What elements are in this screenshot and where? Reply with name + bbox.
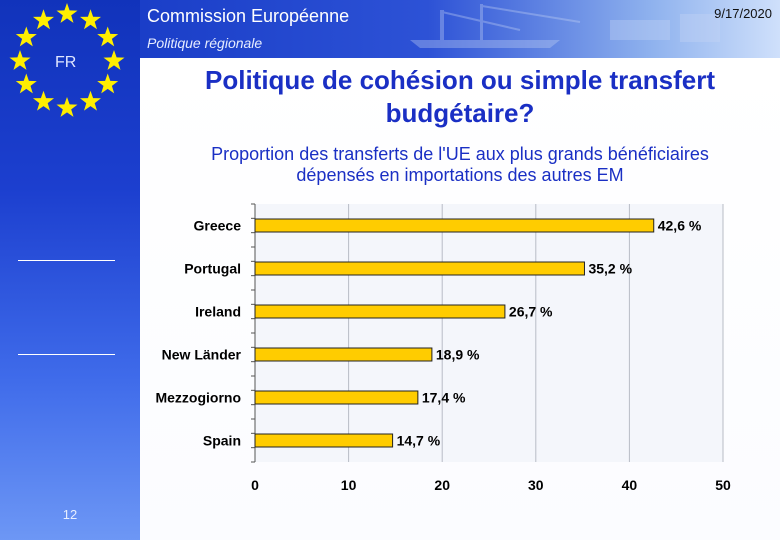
bar (254, 390, 419, 405)
star-icon (15, 26, 37, 47)
star-icon (9, 50, 31, 70)
data-label: 14,7 % (397, 433, 441, 449)
sidebar-divider (18, 354, 115, 355)
plot-area (255, 204, 723, 462)
chart-title-line2: dépensés en importations des autres EM (296, 165, 624, 185)
star-icon (80, 90, 101, 111)
slide-date: 9/17/2020 (714, 6, 772, 21)
star-icon (33, 90, 54, 111)
bar (254, 304, 506, 319)
org-title: Commission Européenne (147, 6, 350, 26)
star-icon (33, 9, 54, 30)
star-icon (56, 3, 78, 23)
bar (254, 261, 585, 276)
star-icon (103, 50, 125, 70)
bar-chart: 0 10 20 30 40 50 Greece 42,6 % Portugal 35,2 % Ire… (155, 203, 731, 493)
star-icon (15, 73, 37, 94)
bar (254, 347, 433, 362)
category-label: Greece (194, 218, 242, 234)
star-icon (56, 97, 78, 117)
star-icon (80, 9, 101, 30)
harbor-photo-silhouette (410, 4, 720, 48)
eu-flag-stars-icon (9, 3, 125, 117)
chart-title-line1: Proportion des transferts de l'UE aux pl… (211, 144, 709, 164)
category-label: Mezzogiorno (155, 390, 241, 406)
category-label: Ireland (195, 304, 241, 320)
x-tick-label: 20 (434, 477, 450, 493)
data-label: 17,4 % (422, 390, 466, 406)
data-label: 18,9 % (436, 347, 480, 363)
x-tick-label: 10 (341, 477, 357, 493)
page-number: 12 (62, 507, 78, 522)
category-label: Portugal (184, 261, 241, 277)
bar (254, 218, 655, 233)
data-label: 26,7 % (509, 304, 553, 320)
x-tick-label: 50 (715, 477, 731, 493)
slide-title: Politique de cohésion ou simple transfer… (205, 65, 715, 128)
country-code: FR (55, 54, 77, 71)
star-icon (97, 73, 119, 94)
department-subtitle: Politique régionale (147, 35, 263, 51)
data-label: 35,2 % (588, 261, 632, 277)
x-tick-label: 40 (622, 477, 638, 493)
x-tick-label: 0 (251, 477, 259, 493)
chart-title: Proportion des transferts de l'UE aux pl… (150, 144, 770, 186)
x-tick-label: 30 (528, 477, 544, 493)
data-label: 42,6 % (658, 218, 702, 234)
star-icon (97, 26, 119, 47)
header-banner (140, 0, 780, 58)
category-label: New Länder (162, 347, 242, 363)
category-label: Spain (203, 433, 241, 449)
bar (254, 433, 394, 448)
sidebar-divider (18, 260, 115, 261)
sidebar: FR 12 (0, 0, 140, 540)
